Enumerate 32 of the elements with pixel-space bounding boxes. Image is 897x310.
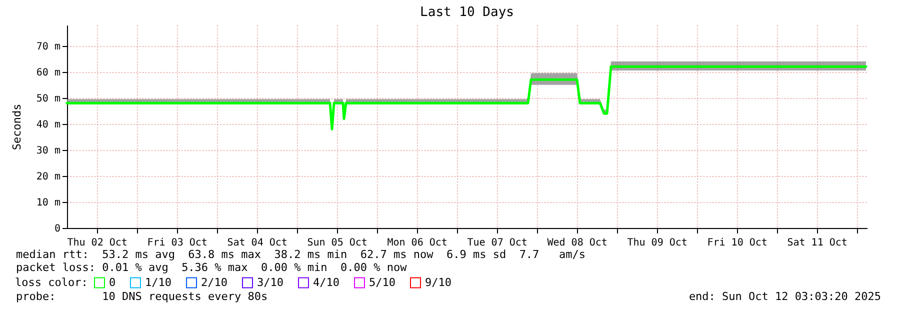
- text: end: Sun Oct 12 03:03:20 2025: [688, 290, 881, 303]
- legend-label: 1/10: [145, 276, 172, 289]
- legend-label: 9/10: [425, 276, 452, 289]
- text: packet loss: 0.01 % avg 5.36 % max 0.00 % min 0.00 % now: [16, 261, 407, 274]
- x-tick-label: Fri 10 Oct: [707, 238, 768, 248]
- x-tick-label: Fri 03 Oct: [147, 238, 208, 248]
- x-tick-label: Sat 11 Oct: [787, 238, 848, 248]
- x-tick-label: Sat 04 Oct: [227, 238, 288, 248]
- x-tick-label: Thu 09 Oct: [627, 238, 688, 248]
- y-tick-label: 20 m: [36, 171, 60, 182]
- y-tick-label: 30 m: [36, 145, 60, 156]
- legend-label: 5/10: [369, 276, 396, 289]
- y-tick-label: 60 m: [36, 67, 60, 78]
- y-tick-label: 40 m: [36, 119, 60, 130]
- text: median rtt: 53.2 ms avg 63.8 ms max 38.2 ms min 62.7 ms now 6.9 ms sd 7.7 am/s: [16, 248, 586, 261]
- legend-title: loss color:: [15, 276, 88, 289]
- legend-label: 4/10: [313, 276, 340, 289]
- y-tick-label: 10 m: [36, 197, 60, 208]
- y-tick-label: 50 m: [36, 93, 60, 104]
- x-tick-label: Mon 06 Oct: [387, 238, 448, 248]
- legend-label: 2/10: [201, 276, 228, 289]
- y-tick-label: 70 m: [36, 41, 60, 52]
- text: probe: 10 DNS requests every 80s: [16, 290, 268, 303]
- x-tick-label: Tue 07 Oct: [467, 238, 528, 248]
- legend-label: 0: [109, 276, 116, 289]
- y-axis-title: Seconds: [10, 104, 24, 150]
- x-tick-label: Sun 05 Oct: [307, 238, 368, 248]
- y-tick-label: 0: [54, 224, 60, 234]
- legend-label: 3/10: [257, 276, 284, 289]
- x-tick-label: Wed 08 Oct: [547, 238, 608, 248]
- x-tick-label: Thu 02 Oct: [67, 238, 128, 248]
- chart-title: Last 10 Days: [420, 5, 514, 20]
